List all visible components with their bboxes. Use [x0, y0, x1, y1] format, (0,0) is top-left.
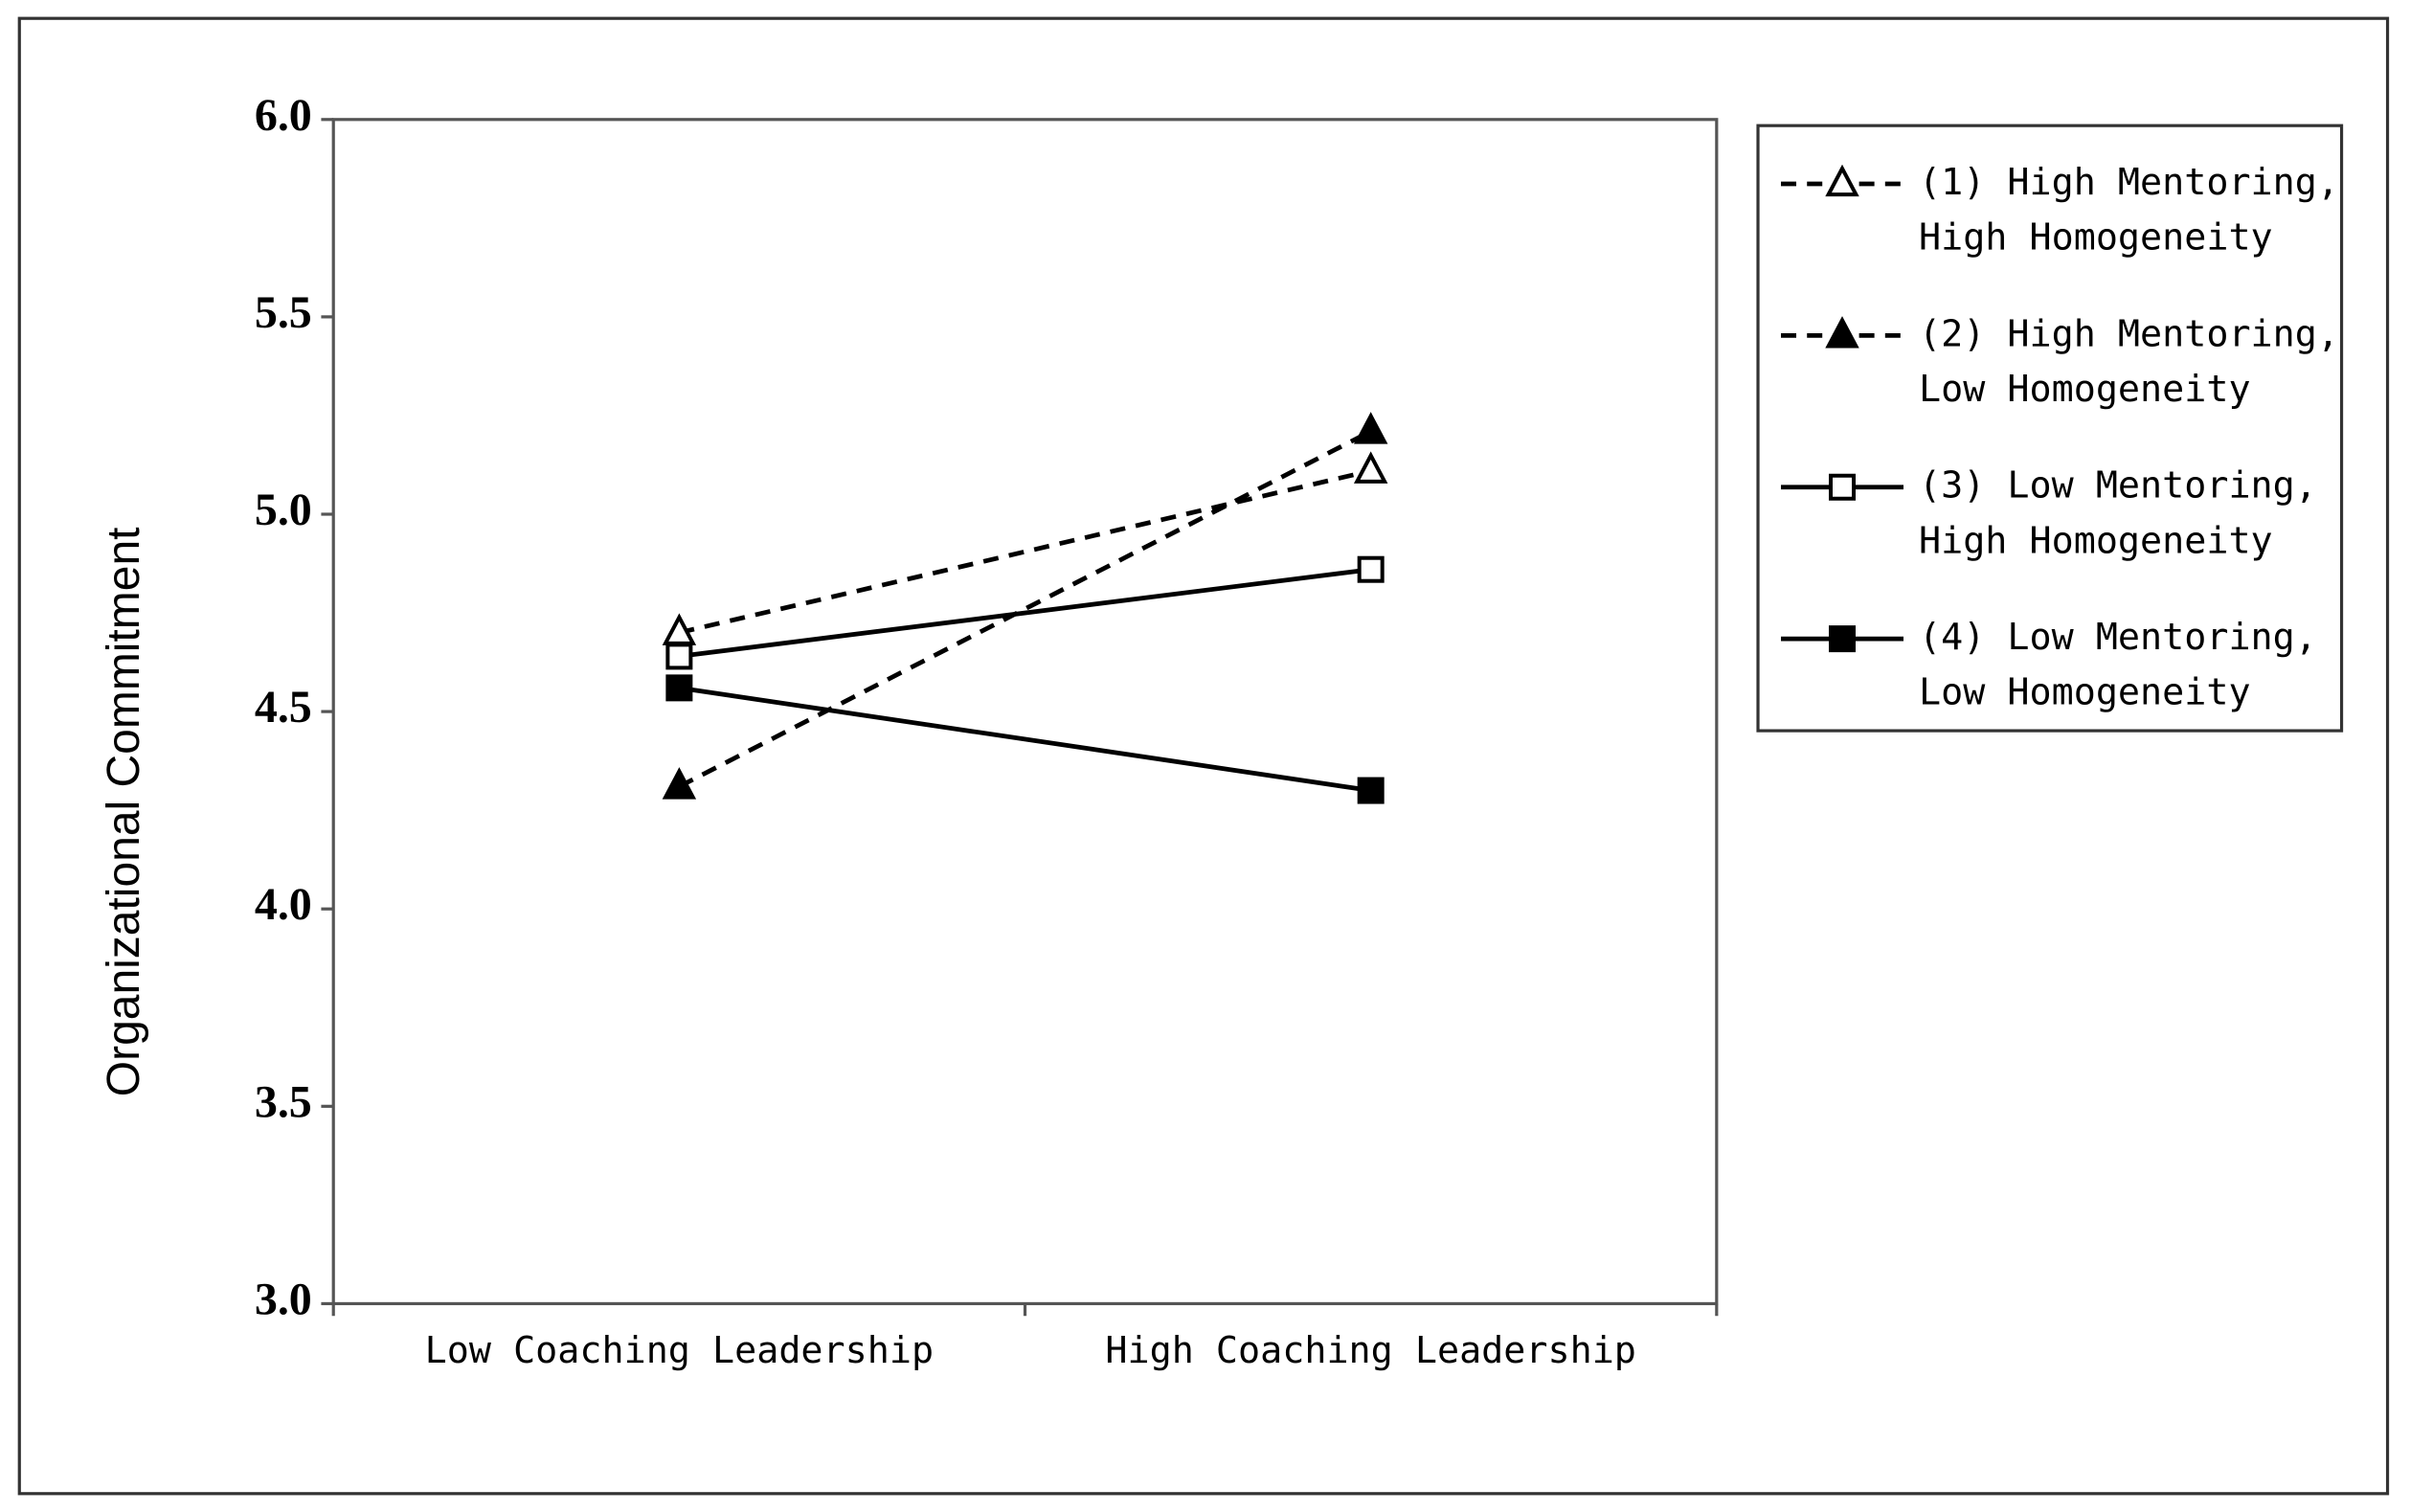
legend-label: (3) Low Mentoring, High Homogeneity: [1919, 463, 2317, 562]
legend-marker: [1829, 625, 1857, 653]
y-tick-label: 4.5: [255, 682, 312, 733]
legend-label: (2) High Mentoring, Low Homogeneity: [1919, 312, 2339, 411]
marker: [665, 643, 693, 670]
legend-marker: [1829, 473, 1857, 501]
marker: [665, 674, 693, 702]
y-tick-label: 5.5: [255, 287, 312, 338]
frame: [17, 16, 2390, 1496]
y-axis-label: Organizational Commitment: [99, 528, 149, 1097]
legend-marker: [1825, 316, 1859, 349]
legend-label: (4) Low Mentoring, Low Homogeneity: [1919, 616, 2317, 714]
y-tick-label: 3.5: [255, 1076, 312, 1127]
series-line: [679, 685, 1372, 793]
marker: [1357, 777, 1385, 804]
legend-marker: [1825, 164, 1859, 197]
series-line: [678, 468, 1372, 636]
x-tick-label: Low Coaching Leadership: [425, 1329, 934, 1372]
marker: [662, 767, 697, 800]
y-tick-label: 3.0: [255, 1274, 312, 1324]
legend-label: (1) High Mentoring, High Homogeneity: [1919, 160, 2339, 259]
marker: [1353, 451, 1388, 484]
marker: [1353, 412, 1388, 444]
y-tick-label: 4.0: [255, 879, 312, 930]
y-tick-label: 6.0: [255, 90, 312, 141]
marker: [1357, 555, 1385, 583]
y-tick-label: 5.0: [255, 485, 312, 535]
x-tick-label: High Coaching Leadership: [1105, 1329, 1636, 1372]
series-line: [679, 567, 1371, 659]
legend-box: [1756, 124, 2344, 733]
